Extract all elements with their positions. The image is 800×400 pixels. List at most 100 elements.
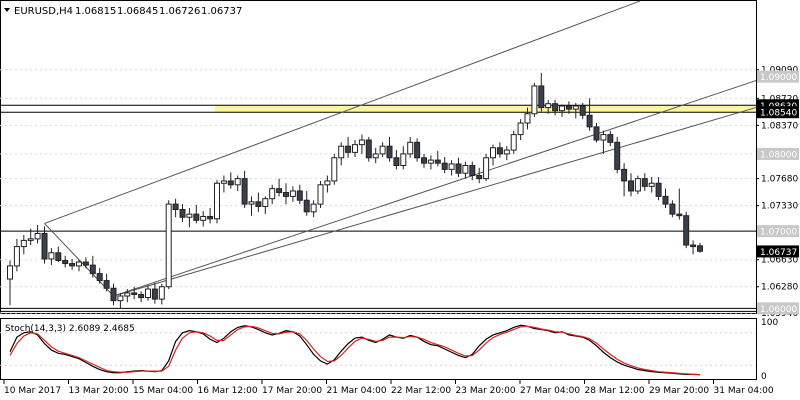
candle-bearish bbox=[345, 145, 352, 153]
candle-bullish bbox=[234, 178, 241, 186]
candle-bearish bbox=[469, 164, 476, 177]
candle-bullish bbox=[338, 145, 345, 159]
candle-bullish bbox=[400, 153, 407, 166]
price-level-label: 1.08540 bbox=[760, 109, 797, 119]
time-tick-label: 10 Mar 2017 bbox=[4, 386, 61, 396]
candle-bearish bbox=[476, 175, 483, 180]
time-tick-label: 22 Mar 12:00 bbox=[391, 386, 451, 396]
candle-bullish bbox=[545, 103, 552, 109]
candle-bullish bbox=[358, 139, 365, 146]
stochastic-signal-line bbox=[9, 325, 701, 376]
time-tick-label: 21 Mar 04:00 bbox=[327, 386, 387, 396]
candle-bullish bbox=[317, 184, 324, 205]
candle-bearish bbox=[69, 263, 76, 267]
candle-bullish bbox=[200, 215, 207, 221]
candle-bullish bbox=[289, 190, 296, 197]
horizontal-lines bbox=[0, 230, 756, 312]
channel-lower-line bbox=[113, 107, 757, 297]
candles bbox=[7, 72, 703, 309]
candle-bullish bbox=[559, 105, 565, 112]
candle-bullish bbox=[331, 157, 338, 182]
price-tick-label: 1.08370 bbox=[761, 121, 798, 131]
price-level-box bbox=[757, 70, 799, 83]
candle-bearish bbox=[669, 203, 676, 215]
price-level-box bbox=[757, 302, 799, 315]
header-high: 1.06845 bbox=[117, 6, 158, 17]
candle-bullish bbox=[20, 239, 27, 248]
candle-bullish bbox=[510, 134, 517, 151]
collapse-triangle-icon[interactable] bbox=[4, 8, 10, 12]
price-panel-border bbox=[0, 0, 757, 314]
channel-median-line bbox=[113, 80, 757, 297]
time-tick-label: 31 Mar 04:00 bbox=[714, 386, 774, 396]
price-tick-label: 1.06630 bbox=[761, 256, 798, 266]
candle-bullish bbox=[76, 261, 82, 267]
candle-bearish bbox=[393, 157, 400, 166]
price-tick-label: 1.07330 bbox=[761, 202, 798, 212]
candle-bullish bbox=[531, 85, 538, 115]
candle-bullish bbox=[220, 180, 227, 184]
candle-bearish bbox=[303, 199, 310, 213]
candle-bearish bbox=[103, 280, 110, 289]
candle-bullish bbox=[214, 182, 220, 220]
stochastic-tick-label: 100 bbox=[761, 318, 778, 328]
candle-bearish bbox=[276, 188, 283, 194]
time-tick-label: 16 Mar 12:00 bbox=[198, 386, 258, 396]
candle-bullish bbox=[48, 252, 55, 260]
price-level-box bbox=[757, 106, 799, 119]
candle-bearish bbox=[579, 105, 586, 116]
candle-bullish bbox=[462, 164, 469, 174]
candle-bullish bbox=[269, 188, 276, 200]
price-level-label: 1.09000 bbox=[760, 73, 797, 83]
candle-bearish bbox=[151, 288, 158, 300]
candle-bullish bbox=[648, 182, 655, 187]
header-symbol: EURUSD,H4 bbox=[14, 6, 73, 17]
stochastic-axis: 100 0 bbox=[761, 318, 778, 382]
stochastic-tick-label: 0 bbox=[761, 372, 767, 382]
candle-bullish bbox=[407, 141, 414, 155]
price-level-labels: 1.086301.085401.080001.070001.067371.060… bbox=[757, 70, 799, 315]
header-close: 1.06737 bbox=[201, 6, 242, 17]
candle-bullish bbox=[158, 286, 165, 300]
candle-bearish bbox=[593, 126, 600, 141]
candle-bullish bbox=[27, 238, 34, 241]
price-level-box bbox=[757, 147, 799, 160]
candle-bearish bbox=[552, 103, 559, 112]
candle-bullish bbox=[124, 292, 131, 297]
price-tick-label: 1.07680 bbox=[761, 175, 798, 185]
stochastic-panel-border bbox=[0, 318, 757, 380]
candle-bearish bbox=[538, 85, 545, 109]
candle-bearish bbox=[614, 141, 621, 170]
candle-bearish bbox=[683, 215, 690, 246]
candle-bearish bbox=[283, 192, 289, 197]
candle-bearish bbox=[690, 244, 697, 248]
candle-bullish bbox=[634, 178, 641, 192]
price-panel: 1.090901.087201.083701.080001.076801.073… bbox=[0, 0, 799, 319]
candle-bearish bbox=[621, 168, 628, 182]
candle-bullish bbox=[13, 246, 20, 267]
header-open: 1.06815 bbox=[75, 6, 116, 17]
candle-bearish bbox=[89, 264, 96, 275]
channel-upper-line bbox=[44, 0, 641, 224]
candle-bullish bbox=[517, 122, 524, 136]
candle-bearish bbox=[207, 215, 214, 220]
stochastic-panel: Stoch(14,3,3) 2.6089 2.4685 100 0 bbox=[0, 318, 778, 382]
time-tick-label: 29 Mar 20:00 bbox=[649, 386, 709, 396]
candle-bullish bbox=[186, 213, 193, 218]
candle-bearish bbox=[55, 252, 62, 261]
candle-bearish bbox=[82, 261, 89, 266]
candle-bearish bbox=[365, 139, 372, 159]
candle-bearish bbox=[62, 259, 69, 265]
price-level-label: 1.06000 bbox=[760, 305, 797, 315]
candle-bearish bbox=[434, 159, 441, 164]
candle-bearish bbox=[662, 195, 669, 205]
candle-bearish bbox=[172, 203, 179, 211]
resistance-zone bbox=[0, 104, 756, 113]
time-tick-label: 23 Mar 20:00 bbox=[456, 386, 516, 396]
time-tick-label: 15 Mar 04:00 bbox=[133, 386, 193, 396]
candle-bullish bbox=[117, 295, 124, 302]
candle-bullish bbox=[324, 180, 331, 186]
candle-bearish bbox=[296, 190, 303, 201]
candle-bullish bbox=[448, 163, 455, 170]
